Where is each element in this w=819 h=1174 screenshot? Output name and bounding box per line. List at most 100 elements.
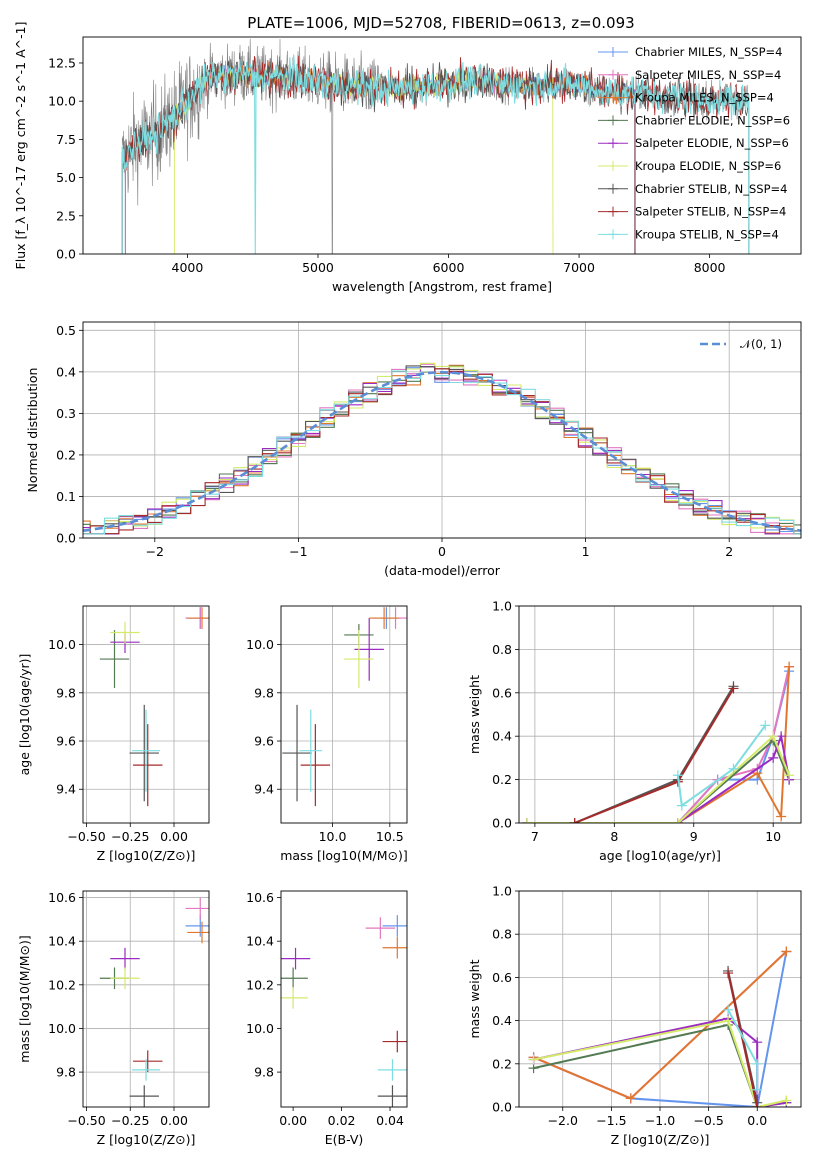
data-point-marker — [760, 720, 771, 731]
y-tick-label: 0.0 — [56, 531, 76, 546]
y-tick-label: 0.4 — [56, 364, 76, 379]
y-tick-label: 10.6 — [246, 890, 274, 905]
y-tick-label: 0.2 — [492, 1056, 512, 1071]
series-line-kroupa_stelib — [676, 724, 767, 808]
point-chabrier_miles — [382, 915, 407, 937]
x-tick-label: 1 — [582, 544, 590, 559]
legend-label: Chabrier STELIB, N_SSP=4 — [635, 182, 787, 196]
y-tick-label: 10.4 — [48, 934, 76, 949]
y-tick-label: 0.4 — [492, 729, 512, 744]
x-tick-label: −2 — [146, 544, 164, 559]
point-kroupa_miles — [187, 921, 209, 944]
y-tick-label: 10.2 — [246, 977, 274, 992]
point-chabrier_stelib — [129, 704, 159, 802]
panel-mass-vs-Z: −0.50 −0.25 0.00 9.8 10.0 10.2 10.4 10.6 Z [log1… — [17, 890, 210, 1147]
y-tick-label: 0.0 — [492, 1100, 512, 1115]
legend-label: Salpeter ELODIE, N_SSP=6 — [635, 136, 789, 150]
series-line-kroupa_elodie — [526, 734, 791, 823]
point-chabrier_elodie — [99, 630, 130, 688]
point-chabrier_elodie — [281, 967, 308, 990]
data-point-marker — [781, 946, 792, 957]
data-point-marker — [528, 1063, 539, 1074]
legend-marker-chabrier_stelib — [608, 183, 618, 194]
series-line-chabrier_elodie — [526, 738, 791, 823]
y-tick-label: 0.3 — [56, 406, 76, 421]
y-tick-label: 0.0 — [492, 816, 512, 831]
point-kroupa_elodie — [281, 987, 308, 1009]
x-axis-label: Z [log10(Z/Z⊙)] — [611, 1132, 710, 1147]
y-tick-label: 10.6 — [48, 890, 76, 905]
x-axis-label: (data-model)/error — [384, 563, 501, 578]
axes-frame — [280, 890, 408, 1108]
y-tick-label: 5.0 — [56, 170, 76, 185]
legend-marker-kroupa_stelib — [608, 229, 618, 240]
axes-frame — [82, 36, 802, 255]
legend-label: Salpeter MILES, N_SSP=4 — [635, 68, 781, 82]
y-axis-label: mass weight — [467, 959, 482, 1038]
histogram-kroupa_stelib — [83, 370, 801, 535]
x-axis-label: E(B-V) — [325, 1132, 364, 1147]
y-tick-label: 9.6 — [56, 734, 76, 749]
data-point-marker — [723, 1004, 734, 1015]
legend-marker-salpeter_stelib — [608, 206, 618, 217]
y-tick-label: 0.6 — [492, 970, 512, 985]
point-salpeter_elodie — [110, 947, 140, 970]
legend-label: Chabrier MILES, N_SSP=4 — [635, 45, 782, 59]
y-axis-label: mass [log10(M/M⊙)] — [17, 935, 32, 1063]
legend-marker-kroupa_elodie — [608, 161, 618, 171]
point-chabrier_stelib — [129, 1085, 159, 1107]
data-point-marker — [768, 752, 779, 763]
point-salpeter_miles — [185, 897, 209, 920]
y-tick-label: 2.5 — [56, 208, 76, 223]
plot-area-massweight-vs-age — [521, 661, 795, 823]
y-tick-label: 0.8 — [492, 927, 512, 942]
series-line-salpeter_stelib — [727, 972, 759, 1107]
legend-marker-chabrier_miles — [608, 47, 618, 57]
y-axis-label: mass weight — [467, 675, 482, 754]
plot-area-spectrum — [121, 38, 750, 254]
x-tick-label: 4000 — [172, 260, 204, 275]
point-chabrier_stelib — [377, 1085, 407, 1107]
data-point-marker — [752, 1084, 763, 1095]
y-tick-label: 9.4 — [56, 782, 76, 797]
y-tick-label: 10.0 — [246, 1021, 274, 1036]
x-tick-label: −0.25 — [111, 829, 149, 844]
x-tick-label: 8000 — [694, 260, 726, 275]
legend-marker-salpeter_elodie — [608, 138, 618, 149]
legend-label: Chabrier ELODIE, N_SSP=6 — [635, 113, 790, 127]
normal-reference-curve — [83, 370, 801, 532]
legend-marker-chabrier_elodie — [608, 115, 618, 126]
data-point-marker — [752, 1102, 763, 1107]
y-tick-label: 10.0 — [48, 637, 76, 652]
panel-age-vs-Z: −0.50 −0.25 0.00 9.4 9.6 9.8 10.0 Z [log10(Z/Z⊙… — [17, 605, 210, 863]
x-tick-label: 0.00 — [160, 829, 188, 844]
series-line-salpeter_elodie — [526, 732, 791, 823]
x-tick-label: 10 — [765, 829, 781, 844]
y-tick-label: 0.4 — [492, 1013, 512, 1028]
axes-frame — [518, 605, 802, 824]
axes-frame — [82, 605, 210, 824]
x-tick-label: −1 — [289, 544, 307, 559]
x-axis-label: age [log10(age/yr)] — [599, 848, 721, 863]
plot-area-massweight-vs-Z — [528, 946, 792, 1107]
y-tick-label: 10.0 — [246, 637, 274, 652]
histogram-salpeter_stelib — [83, 368, 801, 535]
legend-label: Kroupa STELIB, N_SSP=4 — [635, 227, 779, 241]
data-point-marker — [723, 1015, 734, 1026]
y-tick-label: 7.5 — [56, 132, 76, 147]
y-tick-label: 9.8 — [56, 1065, 76, 1080]
y-axis-label: Flux [f_λ 10^-17 erg cm^-2 s^-1 A^-1] — [13, 22, 28, 270]
point-salpeter_stelib — [300, 724, 331, 807]
x-tick-label: 7 — [531, 829, 539, 844]
x-tick-label: −1.5 — [596, 1113, 626, 1128]
y-tick-label: 9.8 — [56, 685, 76, 700]
point-kroupa_stelib — [299, 709, 323, 792]
axes-frame — [280, 605, 408, 824]
x-axis-label: Z [log10(Z/Z⊙)] — [97, 848, 196, 863]
data-point-marker — [784, 661, 795, 672]
y-axis-label: age [log10(age/yr)] — [17, 654, 32, 776]
x-axis-label: mass [log10(M/M⊙)] — [280, 848, 408, 863]
x-tick-label: −0.25 — [111, 1113, 149, 1128]
axes-frame — [82, 890, 210, 1108]
